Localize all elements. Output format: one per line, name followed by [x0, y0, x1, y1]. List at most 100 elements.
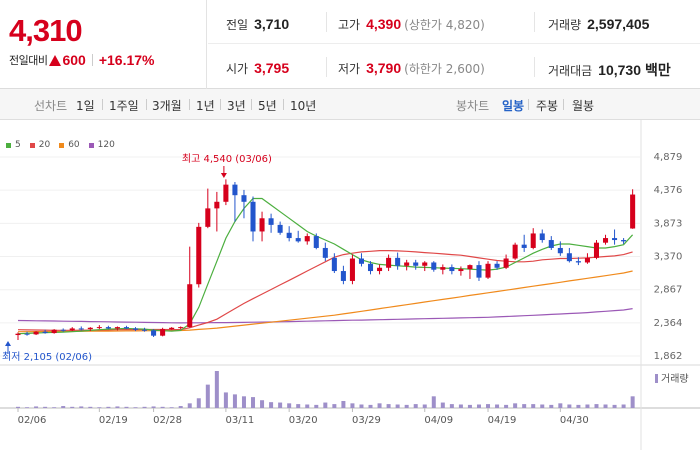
volume-bar [305, 404, 310, 408]
tab-3m[interactable]: 3개월 [152, 99, 182, 113]
tab-5y[interactable]: 5년 [258, 99, 277, 113]
x-tick-label: 03/20 [289, 415, 318, 426]
series-line-ma20 [17, 250, 633, 331]
volume-bar [440, 402, 445, 408]
candle-body [223, 184, 229, 202]
volume-bar [476, 404, 481, 408]
volume-bar [567, 404, 572, 408]
candle-body [78, 328, 84, 330]
volume-bar [377, 403, 382, 408]
divider [91, 54, 93, 66]
volume-bar [43, 406, 48, 408]
divider [189, 99, 190, 110]
candle-body [250, 201, 256, 232]
change-amount: 600 [62, 52, 86, 68]
volume-bar [585, 404, 590, 408]
y-tick-label: 2,867 [654, 285, 683, 296]
candle-body [322, 247, 328, 258]
tab-1w[interactable]: 1주일 [109, 99, 139, 113]
change-label: 전일대비 [9, 54, 48, 67]
candle-body [548, 240, 554, 248]
trade-value-unit: 백만 [645, 62, 671, 78]
volume-bar [251, 397, 256, 408]
divider [251, 99, 252, 110]
tab-daily[interactable]: 일봉 [502, 99, 525, 113]
volume-bar [232, 394, 237, 408]
open-value: 3,795 [254, 60, 290, 76]
prev-close: 전일 3,710 [226, 16, 289, 33]
candle-body [367, 263, 374, 272]
current-price: 4,310 [9, 13, 83, 48]
volume-bar [486, 404, 491, 408]
candle-body [557, 247, 563, 254]
candle-body [386, 257, 392, 268]
candle-body [377, 267, 383, 272]
legend-ma5: 5 [6, 140, 21, 150]
volume-bar [467, 404, 472, 408]
volume-bar [404, 404, 409, 408]
legend-swatch [59, 142, 65, 148]
volume-bar [422, 404, 427, 408]
stock-chart[interactable]: 5 20 60 120 4,879 4,376 3,873 3,370 2,867 2,3… [0, 120, 700, 450]
volume-bar [214, 371, 219, 408]
divider [534, 57, 535, 77]
legend-label: 120 [97, 140, 115, 150]
series-line-ma60 [18, 270, 633, 333]
tab-1d[interactable]: 1일 [76, 99, 95, 113]
trade-value: 10,730 [598, 62, 641, 78]
candle-body [286, 232, 292, 239]
x-tick-label: 02/06 [18, 415, 47, 426]
candle-body [178, 327, 184, 329]
volume-bar [205, 384, 210, 408]
candle-body [458, 269, 464, 272]
tab-1y[interactable]: 1년 [196, 99, 215, 113]
y-tick-label: 3,873 [654, 218, 683, 229]
candle-body [395, 257, 401, 266]
x-tick-label: 02/19 [99, 415, 128, 426]
candle-body [24, 333, 30, 335]
volume-bar [88, 406, 93, 408]
low-annotation: 최저 2,105 (02/06) [2, 351, 92, 363]
candle-body [422, 262, 428, 266]
volume-bar [630, 396, 635, 408]
series-line-ma5 [17, 197, 634, 335]
legend-ma120: 120 [88, 140, 115, 150]
tab-monthly[interactable]: 월봉 [572, 99, 595, 113]
candle-body [467, 265, 473, 270]
change-row: 전일대비 600 +16.17% [9, 52, 206, 68]
x-tick-label: 03/11 [225, 415, 254, 426]
volume-bar [531, 404, 536, 408]
quote-panel: 4,310 전일대비 600 +16.17% 전일 3,710 고가 4,390… [0, 0, 700, 89]
y-tick-label: 1,862 [654, 351, 683, 362]
candle-body [485, 263, 491, 278]
candle-body [449, 267, 455, 272]
candle-body [160, 329, 166, 336]
volume-bar [495, 404, 500, 408]
tab-3y[interactable]: 3년 [227, 99, 246, 113]
legend-swatch [6, 142, 11, 148]
volume-bar [576, 404, 581, 408]
divider [283, 99, 284, 110]
volume-bar [287, 403, 292, 408]
candle-body [132, 328, 139, 330]
volume-legend-label: 거래량 [661, 373, 689, 385]
lower-limit: (하한가 2,600) [404, 62, 485, 76]
candle-body [358, 258, 364, 264]
candle-body [630, 194, 636, 229]
tab-10y[interactable]: 10년 [290, 99, 317, 113]
tab-weekly[interactable]: 주봉 [536, 99, 559, 113]
volume-bar [97, 407, 102, 408]
candle-body [349, 258, 355, 281]
line-chart-label: 선차트 [34, 99, 68, 113]
series-line-ma120 [17, 308, 633, 324]
candle-body [96, 327, 102, 329]
candlestick-chart-svg: 4,879 4,376 3,873 3,370 2,867 2,364 1,862 02/06… [0, 120, 700, 450]
candle-body [612, 238, 618, 241]
volume-bar [169, 407, 174, 408]
divider [563, 99, 564, 110]
volume-bar [449, 404, 454, 408]
prev-close-value: 3,710 [254, 16, 290, 32]
candle-body [268, 218, 274, 225]
info-row: 전일 3,710 고가 4,390 (상한가 4,820) 거래량 2,597,… [208, 0, 700, 44]
volume-bar [359, 404, 364, 408]
